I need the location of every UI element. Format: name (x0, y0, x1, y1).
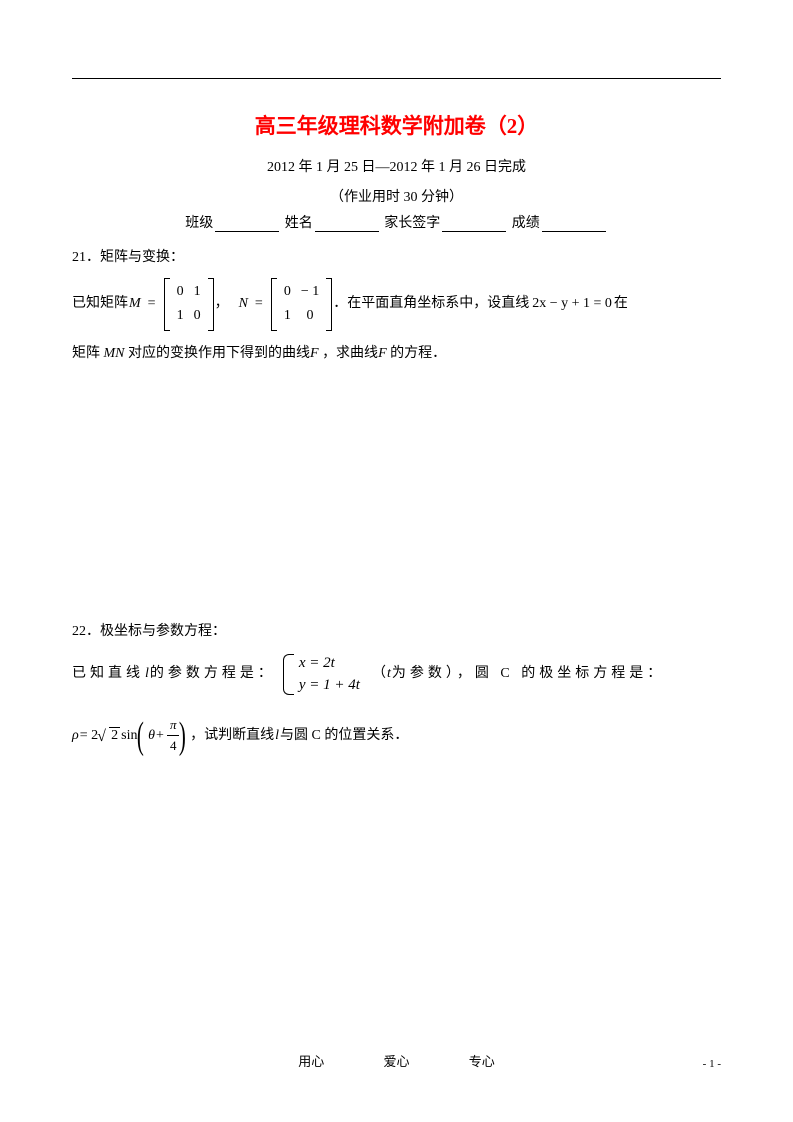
q22-number: 22． (72, 624, 100, 639)
m-cell: − 1 (296, 280, 324, 304)
lparen: ( (137, 717, 144, 755)
footer-w3: 专心 (469, 1054, 495, 1069)
class-blank[interactable] (215, 218, 279, 232)
theta: θ (148, 725, 155, 747)
score-label: 成绩 (512, 216, 540, 231)
score-blank[interactable] (542, 218, 606, 232)
q22-l2: l (275, 725, 279, 747)
m-cell: 0 (279, 280, 296, 304)
q21-l2c: ，求曲线 (319, 346, 379, 361)
name-blank[interactable] (315, 218, 379, 232)
footer-w2: 爱心 (383, 1054, 409, 1069)
footer: 用心 爱心 专心 (0, 1051, 793, 1070)
eq-sign: = (148, 293, 156, 315)
page-number: - 1 - (703, 1058, 721, 1070)
q21-after-matrices: ．在平面直角坐标系中，设直线 (333, 293, 529, 315)
sys-line1: x = 2t (299, 652, 360, 675)
q21-topic: 矩阵与变换： (100, 250, 184, 265)
m-cell: 0 (189, 304, 206, 328)
parent-blank[interactable] (442, 218, 506, 232)
duration-line: （作业用时 30 分钟） (72, 186, 721, 206)
q21-l2a: 矩阵 (72, 346, 104, 361)
matrix-N: 0− 1 10 (271, 278, 332, 331)
m-cell: 1 (279, 304, 296, 328)
q21-l2d: 的方程． (387, 346, 447, 361)
top-rule (72, 78, 721, 79)
sys-line2: y = 1 + 4t (299, 674, 360, 697)
q22-heading: 22．极坐标与参数方程： (72, 620, 721, 640)
param-system: x = 2t y = 1 + 4t (283, 652, 360, 697)
q21-after-eq: 在 (614, 293, 628, 315)
q21-MN: MN (104, 346, 125, 361)
q22-prefix: 已知直线 (72, 663, 144, 685)
q22-textc: 为参数），圆 C 的极坐标方程是： (392, 663, 665, 685)
q21-line1: 已知矩阵 M = 01 10 ， N = 0− 1 10 ．在平面直角坐标系中，… (72, 278, 721, 331)
matrix-M: 01 10 (164, 278, 214, 331)
q21-line2: 矩阵 MN 对应的变换作用下得到的曲线F ，求曲线F 的方程． (72, 339, 721, 370)
q21-N: N (239, 293, 248, 315)
m-cell: 1 (172, 304, 189, 328)
sqrt2: 2 (99, 725, 120, 747)
class-label: 班级 (185, 216, 213, 231)
m-cell: 1 (189, 280, 206, 304)
q22-tail-a: ，试判断直线 (190, 725, 274, 747)
q21-F1: F (310, 346, 319, 361)
name-label: 姓名 (285, 216, 313, 231)
pi-over-4: π 4 (167, 715, 180, 758)
q22-l1: l (145, 663, 149, 685)
q22-topic: 极坐标与参数方程： (100, 624, 226, 639)
comma: ， (215, 293, 229, 315)
rparen: ) (179, 717, 186, 755)
date-line: 2012 年 1 月 25 日—2012 年 1 月 26 日完成 (72, 156, 721, 176)
footer-w1: 用心 (298, 1054, 324, 1069)
q21-heading: 21．矩阵与变换： (72, 246, 721, 266)
sin: sin (121, 725, 137, 747)
q22-texta: 的参数方程是： (150, 663, 276, 685)
q21-eq-line: 2x − y + 1 = 0 (532, 293, 612, 315)
q21-l2b: 对应的变换作用下得到的曲线 (125, 346, 311, 361)
four: 4 (167, 736, 180, 757)
q22-line1: 已知直线 l 的参数方程是： x = 2t y = 1 + 4t （ t 为参数… (72, 652, 721, 697)
q21-F2: F (378, 346, 387, 361)
q21-number: 21． (72, 250, 100, 265)
m-cell: 0 (296, 304, 324, 328)
q21-prefix: 已知矩阵 (72, 293, 128, 315)
plus: + (156, 725, 164, 747)
q22-t: t (387, 663, 391, 685)
page-title: 高三年级理科数学附加卷（2） (72, 110, 721, 140)
rho: ρ (72, 725, 79, 747)
pi: π (167, 715, 180, 737)
q21-M: M (129, 293, 141, 315)
q22-tail-b: 与圆 C 的位置关系． (280, 725, 408, 747)
eq2: = 2 (80, 725, 98, 747)
q22-line2: ρ = 2 2 sin ( θ + π 4 ) ，试判断直线 l 与圆 C 的位… (72, 715, 721, 758)
parent-label: 家长签字 (384, 216, 440, 231)
eq-sign: = (255, 293, 263, 315)
m-cell: 0 (172, 280, 189, 304)
info-line: 班级 姓名 家长签字 成绩 (72, 212, 721, 232)
q22-textb: （ (372, 663, 386, 685)
